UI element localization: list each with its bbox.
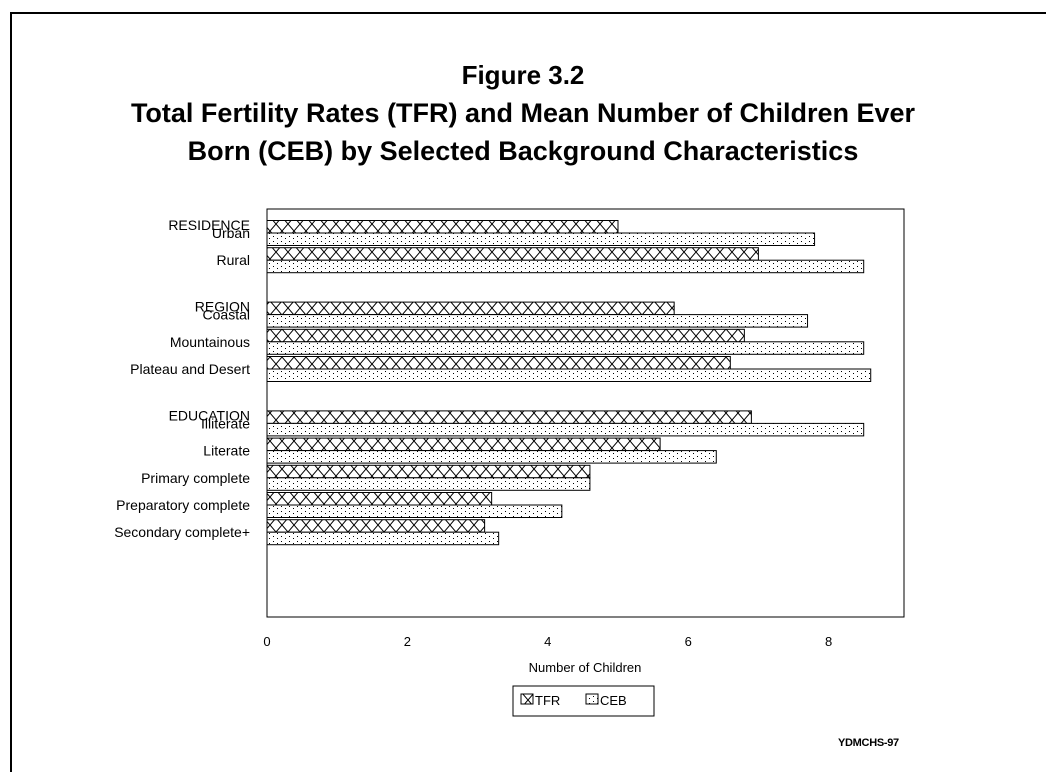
bar-ceb-illiterate — [266, 422, 865, 437]
bar-ceb-coastal — [266, 314, 809, 328]
category-label: Rural — [217, 252, 250, 268]
legend-label-tfr: TFR — [535, 693, 560, 708]
group-label-region: REGION — [195, 299, 250, 315]
x-tick-label: 2 — [404, 634, 411, 649]
bar-tfr-primary-complete — [266, 464, 591, 479]
category-label: Primary complete — [141, 470, 250, 486]
bar-ceb-urban — [266, 232, 816, 246]
category-label: Secondary complete+ — [114, 524, 250, 540]
x-tick-label: 6 — [685, 634, 692, 649]
category-label: Mountainous — [170, 334, 250, 350]
figure-title: Figure 3.2 — [461, 60, 585, 90]
legend-swatch-ceb — [585, 693, 599, 705]
legend-box — [512, 685, 655, 717]
legend-label-ceb: CEB — [600, 693, 627, 708]
legend-swatch-tfr — [520, 693, 534, 705]
bar-tfr-secondary-complete- — [266, 519, 486, 533]
source-note: YDMCHS-97 — [838, 737, 899, 749]
figure-frame — [10, 12, 1046, 772]
bar-tfr-rural — [266, 247, 759, 261]
category-label: Preparatory complete — [116, 497, 250, 513]
legend: TFR CEB — [512, 685, 655, 717]
group-label-education: EDUCATION — [169, 407, 250, 423]
bar-ceb-primary-complete — [266, 477, 591, 491]
figure-subtitle-line-2: Born (CEB) by Selected Background Charac… — [187, 136, 859, 166]
x-axis-label: Number of Children — [529, 660, 642, 675]
group-label-residence: RESIDENCE — [168, 217, 250, 233]
bar-tfr-plateau-and-desert — [266, 356, 731, 370]
bar-ceb-literate — [266, 450, 717, 464]
category-label: Illiterate — [201, 415, 250, 431]
bar-tfr-mountainous — [266, 328, 745, 343]
bar-tfr-coastal — [266, 301, 675, 316]
category-label: Plateau and Desert — [130, 361, 250, 377]
x-tick-label: 8 — [825, 634, 832, 649]
bar-ceb-plateau-and-desert — [266, 368, 872, 382]
x-tick-label: 4 — [544, 634, 551, 649]
figure-subtitle-line-1: Total Fertility Rates (TFR) and Mean Num… — [130, 98, 916, 128]
x-tick-label: 0 — [263, 634, 270, 649]
bar-ceb-secondary-complete- — [266, 531, 500, 546]
bar-ceb-rural — [266, 259, 865, 274]
bar-tfr-literate — [266, 437, 661, 452]
bar-ceb-mountainous — [266, 341, 865, 355]
bar-tfr-illiterate — [266, 410, 752, 424]
bar-tfr-preparatory-complete — [266, 492, 493, 506]
category-label: Literate — [203, 443, 250, 459]
category-label: Urban — [212, 225, 250, 241]
bar-tfr-urban — [266, 220, 619, 234]
bar-ceb-preparatory-complete — [266, 504, 563, 518]
category-label: Coastal — [203, 307, 250, 323]
